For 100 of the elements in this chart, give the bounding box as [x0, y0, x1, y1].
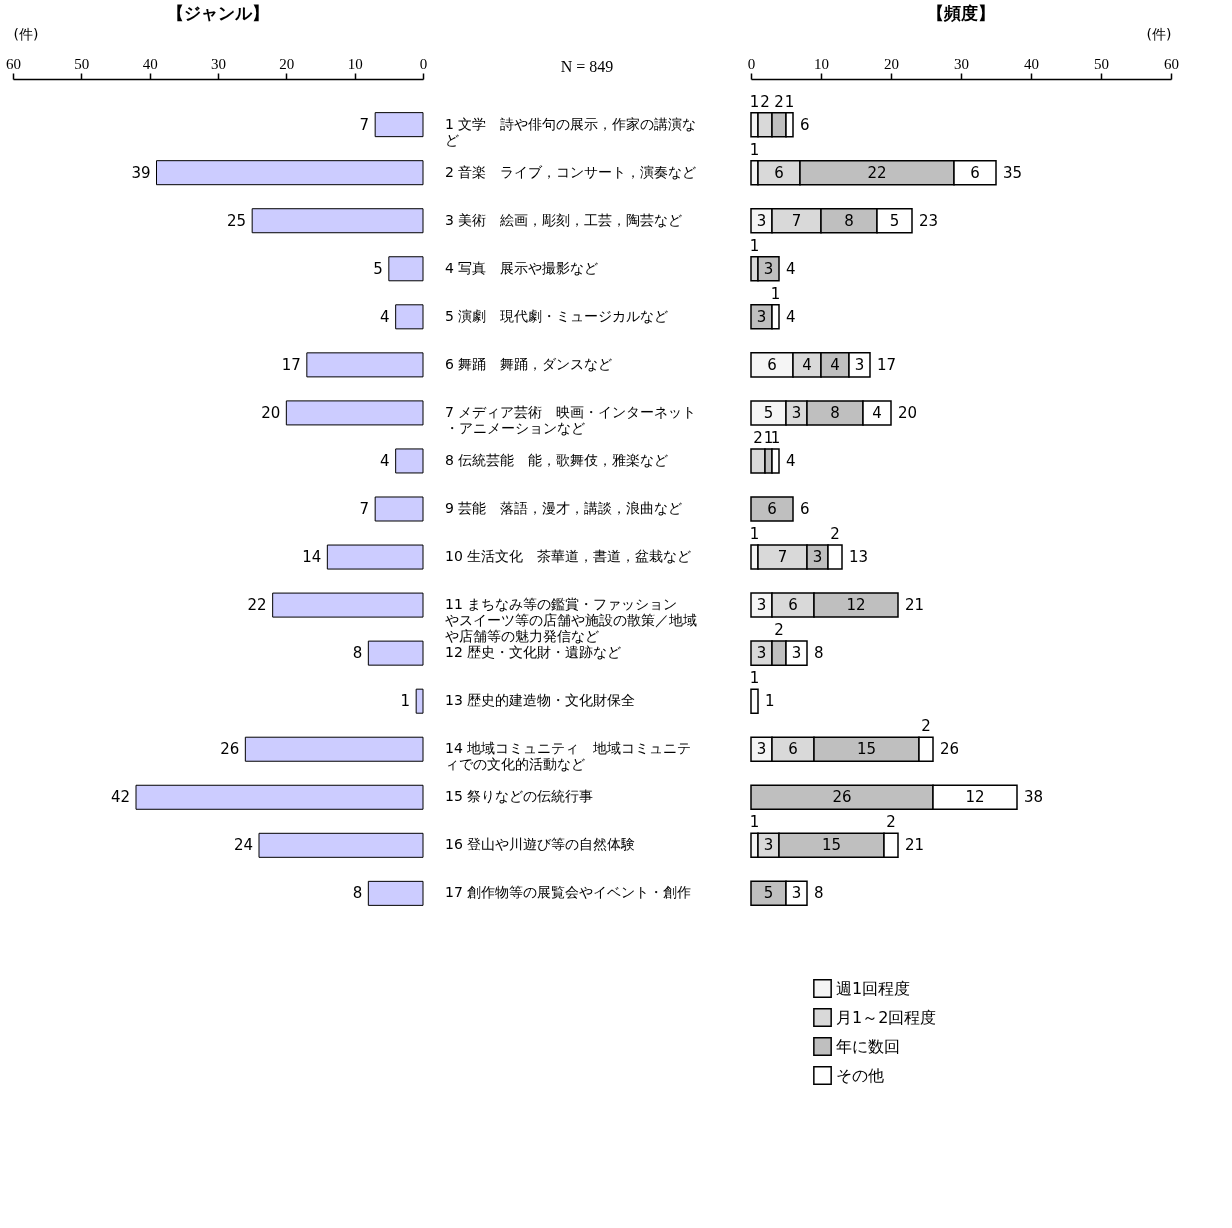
x-tick-label: 40	[142, 55, 158, 72]
total-label: 4	[786, 259, 796, 278]
y-tick-label: 10 生活文化 茶華道，書道，盆栽など	[445, 548, 692, 565]
data-label: 12	[965, 788, 985, 807]
legend-label: 年に数回	[836, 1036, 900, 1056]
data-label: 2	[921, 717, 931, 736]
data-label: 6	[767, 355, 777, 374]
y-tick-label: 2 音楽 ライブ，コンサート，演奏など	[445, 163, 697, 180]
total-label: 8	[814, 644, 824, 663]
data-label: 3	[763, 259, 774, 278]
x-tick-label: 30	[211, 55, 226, 72]
data-label: 5	[889, 211, 900, 230]
y-tick-label: 15 祭りなどの伝統行事	[445, 788, 594, 805]
x-tick-label: 0	[747, 55, 756, 72]
data-label: 2	[774, 621, 784, 640]
data-label: 8	[830, 403, 840, 422]
data-label: 7	[359, 115, 370, 134]
data-label: 1	[749, 92, 760, 111]
data-label: 1	[749, 140, 760, 159]
data-label: 3	[791, 884, 802, 903]
x-tick-label: 10	[814, 55, 829, 72]
bar	[156, 160, 424, 186]
y-tick-label: 11 まちなみ等の鑑賞・ファッションやスイーツ等の店舗や施設の散策／地域や店舗等の魅力発信など	[445, 596, 697, 645]
y-tick-label: 4 写真 展示や撮影など	[445, 259, 599, 276]
total-label: 21	[905, 596, 925, 615]
data-label: 6	[788, 596, 798, 615]
data-label: 4	[802, 355, 812, 374]
bar	[367, 880, 424, 906]
data-label: 7	[359, 500, 370, 518]
bar	[272, 592, 424, 618]
data-label: 25	[227, 211, 247, 230]
total-label: 1	[749, 669, 760, 688]
data-label: 3	[812, 548, 823, 567]
y-tick-label: 14 地域コミュニティ 地域コミュニティでの文化的活動など	[445, 740, 692, 773]
bar	[374, 496, 424, 522]
x-tick-label: 50	[1094, 55, 1109, 72]
data-label: 3	[756, 211, 767, 230]
total-label: 6	[800, 500, 810, 518]
data-label: 24	[233, 836, 253, 855]
bar	[326, 544, 424, 570]
bar	[244, 736, 424, 762]
data-label: 1	[749, 525, 760, 544]
data-label: 2	[753, 428, 763, 447]
data-label: 39	[131, 163, 151, 182]
bar	[388, 256, 424, 282]
data-label: 26	[832, 788, 852, 807]
data-label: 3	[756, 644, 767, 663]
bar	[367, 640, 424, 666]
x-tick-label: 30	[954, 55, 969, 72]
bar	[135, 784, 424, 810]
x-axis-title: (件)	[1146, 25, 1172, 42]
data-label: 15	[821, 836, 842, 855]
data-label: 4	[872, 403, 882, 422]
x-tick-label: 40	[1024, 55, 1039, 72]
data-label: 26	[220, 740, 240, 759]
data-label: 1	[784, 92, 795, 111]
data-label: 3	[763, 836, 774, 855]
data-label: 12	[846, 596, 866, 615]
legend-label: その他	[836, 1065, 884, 1085]
legend-label: 週1回程度	[836, 978, 911, 998]
total-label: 21	[905, 836, 925, 855]
data-label: 1	[770, 284, 781, 303]
data-label: 2	[774, 92, 784, 111]
x-tick-label: 20	[884, 55, 899, 72]
y-tick-label: 12 歴史・文化財・遺跡など	[445, 644, 622, 661]
total-label: 13	[849, 548, 869, 567]
x-tick-label: 0	[419, 55, 428, 72]
data-label: 3	[791, 644, 802, 663]
total-label: 35	[1003, 163, 1023, 182]
bar	[285, 400, 424, 426]
data-label: 4	[380, 451, 390, 470]
data-label: 3	[756, 740, 767, 759]
data-label: 7	[777, 548, 788, 567]
data-label: 6	[767, 500, 777, 518]
data-label: 4	[830, 355, 840, 374]
y-tick-label: 5 演劇 現代劇・ミュージカルなど	[445, 307, 669, 324]
data-label: 17	[281, 355, 301, 374]
y-tick-label: 8 伝統芸能 能，歌舞伎，雅楽など	[445, 451, 669, 468]
data-label: 6	[970, 163, 980, 182]
bar	[415, 688, 424, 714]
y-tick-label: 16 登山や川遊び等の自然体験	[445, 836, 636, 853]
bar	[395, 304, 424, 330]
y-tick-label: 3 美術 絵画，彫刻，工芸，陶芸など	[445, 211, 683, 228]
data-label: 1	[749, 813, 760, 832]
bar	[258, 832, 424, 858]
data-label: 22	[247, 596, 267, 615]
data-label: 3	[756, 307, 767, 326]
y-tick-label: 7 メディア芸術 映画・インターネット・アニメーションなど	[445, 403, 697, 436]
total-label: 8	[814, 884, 824, 903]
total-label: 20	[898, 403, 918, 422]
x-tick-label: 60	[6, 55, 21, 72]
text: N = 849	[560, 58, 614, 75]
data-label: 3	[854, 355, 865, 374]
data-label: 3	[756, 596, 767, 615]
data-label: 3	[791, 403, 802, 422]
data-label: 6	[774, 163, 784, 182]
data-label: 42	[110, 788, 130, 807]
data-label: 8	[352, 644, 363, 663]
data-label: 5	[763, 403, 774, 422]
total-label: 4	[786, 307, 796, 326]
